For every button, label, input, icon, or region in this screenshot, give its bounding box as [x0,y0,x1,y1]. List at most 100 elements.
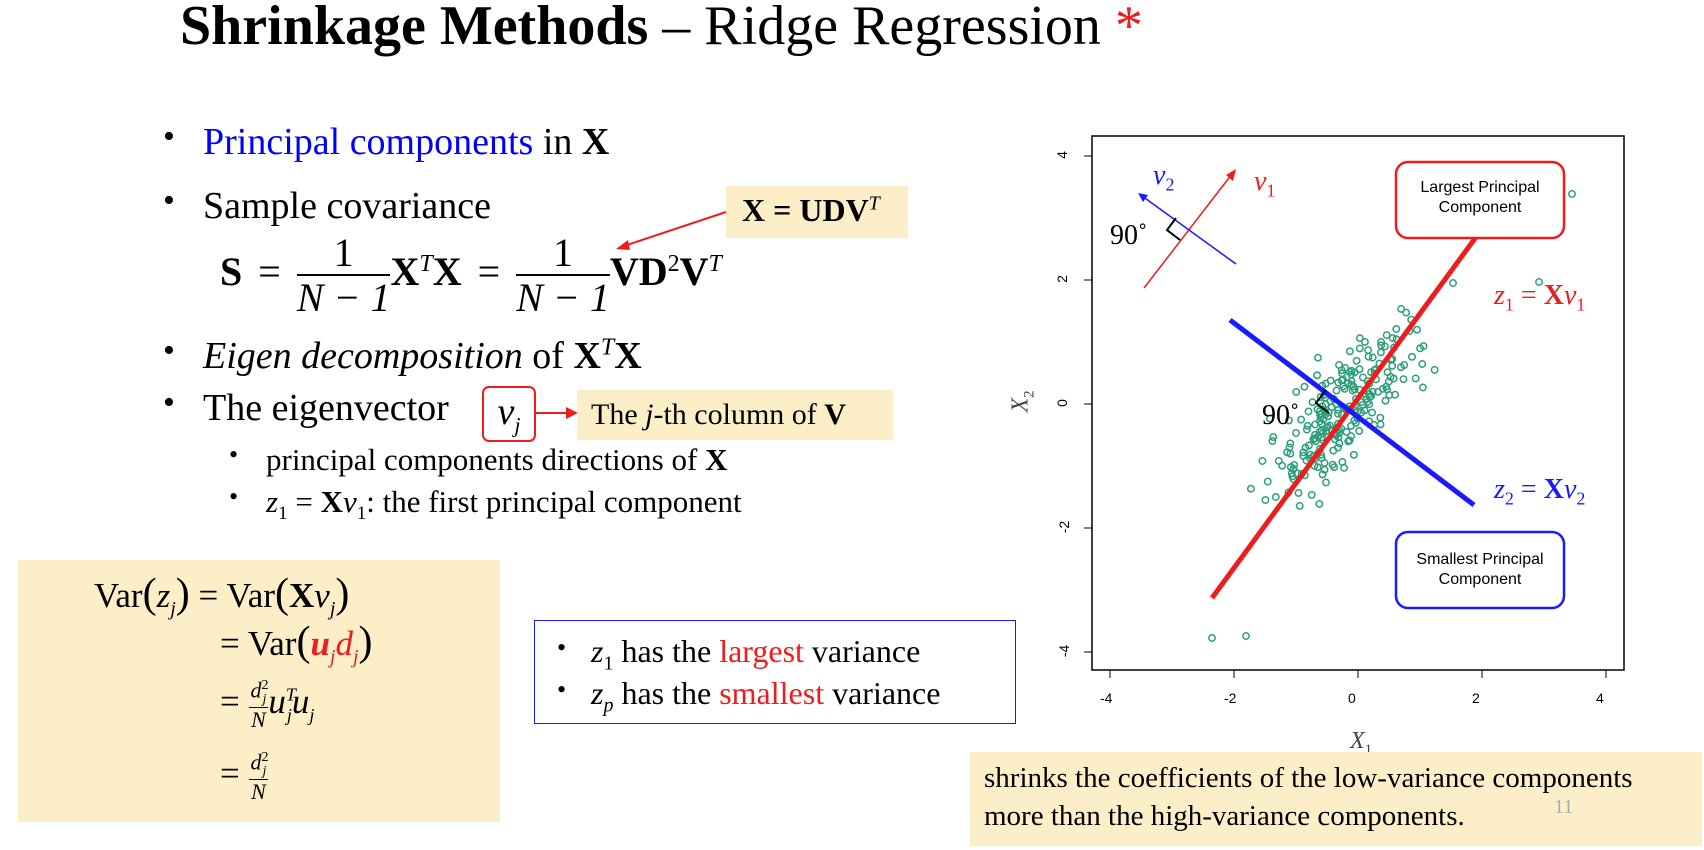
frac1-num: 1 [296,232,391,276]
scatter-point [1208,634,1216,642]
y-axis-label: X2 [1008,390,1039,412]
xlabel-sub: 1 [1364,741,1373,758]
subbullet-directions: • principal components directions of X [229,440,727,478]
scatter-point [1333,409,1342,418]
scatter-point [1258,457,1267,465]
scatter-point [1411,374,1420,383]
formula-X: X [432,249,462,295]
largest-pc-box [1394,160,1566,240]
scatter-point [1408,352,1416,361]
scatter-point [1294,489,1303,497]
scatter-point [1304,441,1313,450]
scatter-point [1364,346,1373,355]
title-rest: Ridge Regression [704,0,1101,57]
x-tick-label: 0 [1348,690,1356,706]
i1-sub: 1 [603,652,614,675]
i2-z: z [591,675,604,711]
scatter-point [1320,465,1329,474]
scatter-point [1347,377,1356,386]
bullet-dot: • [163,384,175,421]
z2-X: X [1543,474,1564,505]
i1-hl: largest [719,633,804,669]
scatter-point [1295,501,1304,510]
scatter-point [1292,429,1300,437]
scatter-point [1380,342,1389,351]
scatter-point [1383,368,1392,377]
scatter-point [1374,387,1382,396]
svd-rhs: UDV [799,192,869,228]
scatter-point [1302,425,1311,434]
bullet-covariance-text: Sample covariance [203,185,492,227]
scatter-point [1392,325,1401,333]
column-mid: -th column of [653,398,825,431]
s2-z: z [266,484,279,519]
scatter-point [1358,373,1367,382]
scatter-point [1308,398,1317,407]
z1-sub: 1 [1504,294,1514,315]
angle-center-label: 90˚ [1262,400,1300,431]
ylabel-sub: 2 [1021,390,1038,398]
svd-lhs: X [742,192,766,228]
y-tick-label: 4 [1053,151,1070,159]
formula-XT: X [390,249,420,295]
scatter-point [1418,360,1427,368]
largest-pc-label: Largest Principal Component [1420,179,1540,216]
bullet-T: T [600,334,615,361]
l2-dsub: j [352,646,359,668]
l2-u: u [310,624,330,663]
scatter-point [1399,375,1408,384]
i2-sub: p [603,694,614,717]
y-tick-label: -2 [1056,520,1073,534]
subbullet-directions-text: principal components directions of [266,442,706,477]
vj-box: vj [482,386,536,442]
bullet-X: X [573,335,601,377]
l4-numsup: 2 [261,750,269,765]
column-V: V [824,398,846,431]
scatter-point [1345,347,1354,356]
scatter-point [1313,463,1322,472]
scatter-point [1329,446,1338,455]
scatter-point [1311,420,1320,429]
xlabel-text: X [1350,728,1365,754]
scatter-point [1297,415,1306,424]
i1-z: z [591,633,604,669]
bullet-dot: • [163,332,175,369]
formula-frac2: 1 N − 1 [516,232,610,320]
frac2-num: 1 [516,232,610,276]
scatter-point [1303,421,1312,430]
scatter-point [1261,496,1270,505]
ylabel-text: X [1007,397,1034,413]
l2-d: d [335,624,353,663]
scatter-point [1322,427,1331,435]
axis-ticks [1084,155,1607,678]
i2-pre: has the [613,675,720,711]
scatter-point [1397,304,1406,313]
scatter-point [1318,470,1327,479]
s2-X: X [320,484,343,519]
scatter-point [1328,460,1337,469]
scatter-point [1349,450,1358,459]
l1-X: X [288,576,315,615]
variance-derivation-box: Var(zj) = Var(Xvj) = Var(ujdj) = d2j N u… [18,560,500,822]
scatter-point [1388,334,1397,343]
scatter-point [1327,403,1336,412]
svd-box: X = UDVT [726,186,908,238]
z1-v: v [1563,280,1577,311]
scatter-point [1290,461,1299,469]
scatter-point [1368,408,1377,417]
v1-sub: 1 [1266,180,1276,201]
vj-sub: j [514,412,521,438]
scatter-point [1377,338,1386,346]
scatter-point [1402,308,1411,317]
v2-label: v2 [1153,160,1174,196]
l3-num: d [250,677,262,703]
bullet-eigenvector: • The eigenvector [163,384,449,430]
slide-title: Shrinkage Methods – Ridge Regression * [180,0,1143,58]
l4-num: d [250,749,262,775]
scatter-point [1419,342,1428,351]
l4-numsub: j [262,763,267,779]
frac2-den: N − 1 [516,275,610,320]
bullet-sample-covariance: • Sample covariance [163,182,492,228]
scatter-point [1335,439,1344,448]
scatter-point [1263,477,1272,486]
